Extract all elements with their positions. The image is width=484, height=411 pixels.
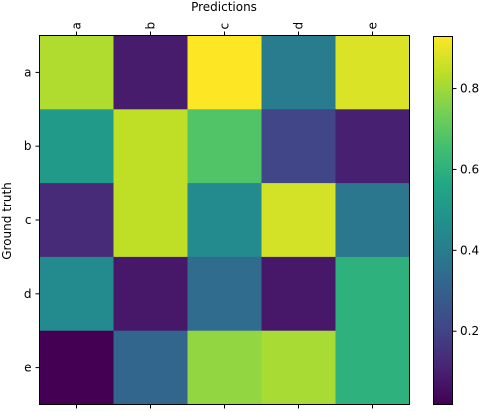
heatmap-cell-e-d (261, 330, 336, 405)
x-axis-title: Predictions (191, 0, 257, 14)
heatmap-cell-d-d (261, 256, 336, 332)
heatmap-cell-e-b (113, 330, 188, 405)
x-tick-label-e: e (366, 22, 380, 29)
heatmap-cell-b-d (261, 109, 336, 184)
y-tick-label-b: b (24, 139, 32, 153)
colorbar-tick-label: 0.8 (460, 82, 479, 96)
y-tick-label-e: e (24, 361, 31, 375)
heatmap-cell-c-e (335, 183, 410, 258)
y-ticks: a b c d e (24, 65, 40, 375)
colorbar-frame (433, 36, 453, 405)
heatmap-cell-b-a (39, 109, 114, 184)
colorbar-tick-label: 0.2 (460, 324, 479, 338)
y-axis-title: Ground truth (0, 182, 14, 260)
colorbar-tick-label: 0.6 (460, 162, 479, 176)
heatmap-cell-c-a (39, 183, 114, 258)
heatmap-cell-d-e (335, 256, 410, 332)
y-tick-label-a: a (24, 65, 31, 79)
y-tick-label-c: c (25, 213, 32, 227)
heatmap-cell-c-b (113, 183, 188, 258)
heatmap-cell-e-c (187, 330, 262, 405)
colorbar (433, 36, 452, 404)
heatmap-cell-c-d (261, 183, 336, 258)
heatmap-cell-c-c (187, 183, 262, 258)
x-tick-label-a: a (70, 22, 84, 29)
heatmap-cell-a-e (335, 35, 410, 110)
heatmap-cell-b-e (335, 109, 410, 184)
heatmap-cells (39, 35, 410, 405)
heatmap-cell-b-c (187, 109, 262, 184)
y-tick-label-d: d (24, 287, 32, 301)
heatmap-cell-a-a (39, 35, 114, 110)
heatmap-cell-d-a (39, 256, 114, 332)
heatmap-cell-d-b (113, 256, 188, 332)
heatmap-cell-e-e (335, 330, 410, 405)
heatmap-cell-b-b (113, 109, 188, 184)
x-tick-label-c: c (218, 23, 232, 30)
colorbar-ticks: 0.2 0.4 0.6 0.8 (452, 82, 479, 338)
x-ticks: a b c d e (70, 22, 380, 409)
x-tick-label-b: b (144, 22, 158, 30)
heatmap-cell-a-c (187, 35, 262, 110)
heatmap-cell-a-d (261, 35, 336, 110)
heatmap-cell-d-c (187, 256, 262, 332)
heatmap-cell-a-b (113, 35, 188, 110)
colorbar-tick-label: 0.4 (460, 243, 479, 257)
heatmap-cell-e-a (39, 330, 114, 405)
x-tick-label-d: d (292, 22, 306, 30)
